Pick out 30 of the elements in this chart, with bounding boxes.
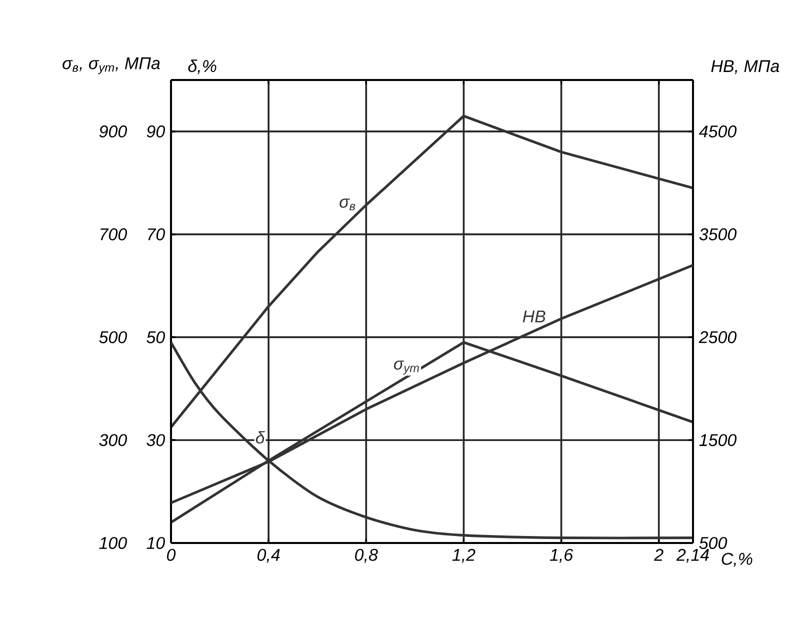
y3-tick-label: 3500 <box>699 228 737 240</box>
x-tick-label: 1,6 <box>550 548 574 563</box>
y2-tick-label: 90 <box>146 125 165 138</box>
y2-tick-label: 70 <box>148 228 165 240</box>
x-tick-label: 2,14 <box>676 548 709 563</box>
y3-axis-title: НВ, МПа <box>711 60 780 74</box>
y2-tick-label: 30 <box>146 434 165 446</box>
x-axis-title: C,% <box>722 552 752 567</box>
series-label: δ <box>256 431 265 444</box>
series-label: σ$_{ут}$ <box>394 360 419 375</box>
x-tick-label: 2 <box>654 548 664 561</box>
y-tick-label: 300 <box>99 434 127 446</box>
series-label: σ$_{в}$ <box>340 198 356 210</box>
y3-tick-label: 1500 <box>699 434 737 446</box>
y-tick-label: 100 <box>99 536 127 550</box>
y2-axis-title: δ,% <box>188 60 216 74</box>
y2-tick-label: 50 <box>146 331 165 344</box>
y-tick-label: 500 <box>99 331 127 344</box>
series-label: НВ <box>522 310 546 322</box>
y-axis-title: σ$_{в}$, σ$_{ут}$, МПа <box>62 57 160 74</box>
y3-tick-label: 2500 <box>698 331 737 344</box>
y2-tick-label: 10 <box>146 536 165 550</box>
x-tick-label: 1,2 <box>452 548 476 563</box>
y3-tick-label: 4500 <box>698 125 737 138</box>
x-tick-label: 0,8 <box>355 548 378 563</box>
x-tick-label: 0,4 <box>257 548 280 563</box>
y-tick-label: 900 <box>99 125 127 138</box>
y3-tick-label: 500 <box>699 536 728 550</box>
x-tick-label: 0 <box>167 548 176 561</box>
y-tick-label: 700 <box>100 228 127 240</box>
